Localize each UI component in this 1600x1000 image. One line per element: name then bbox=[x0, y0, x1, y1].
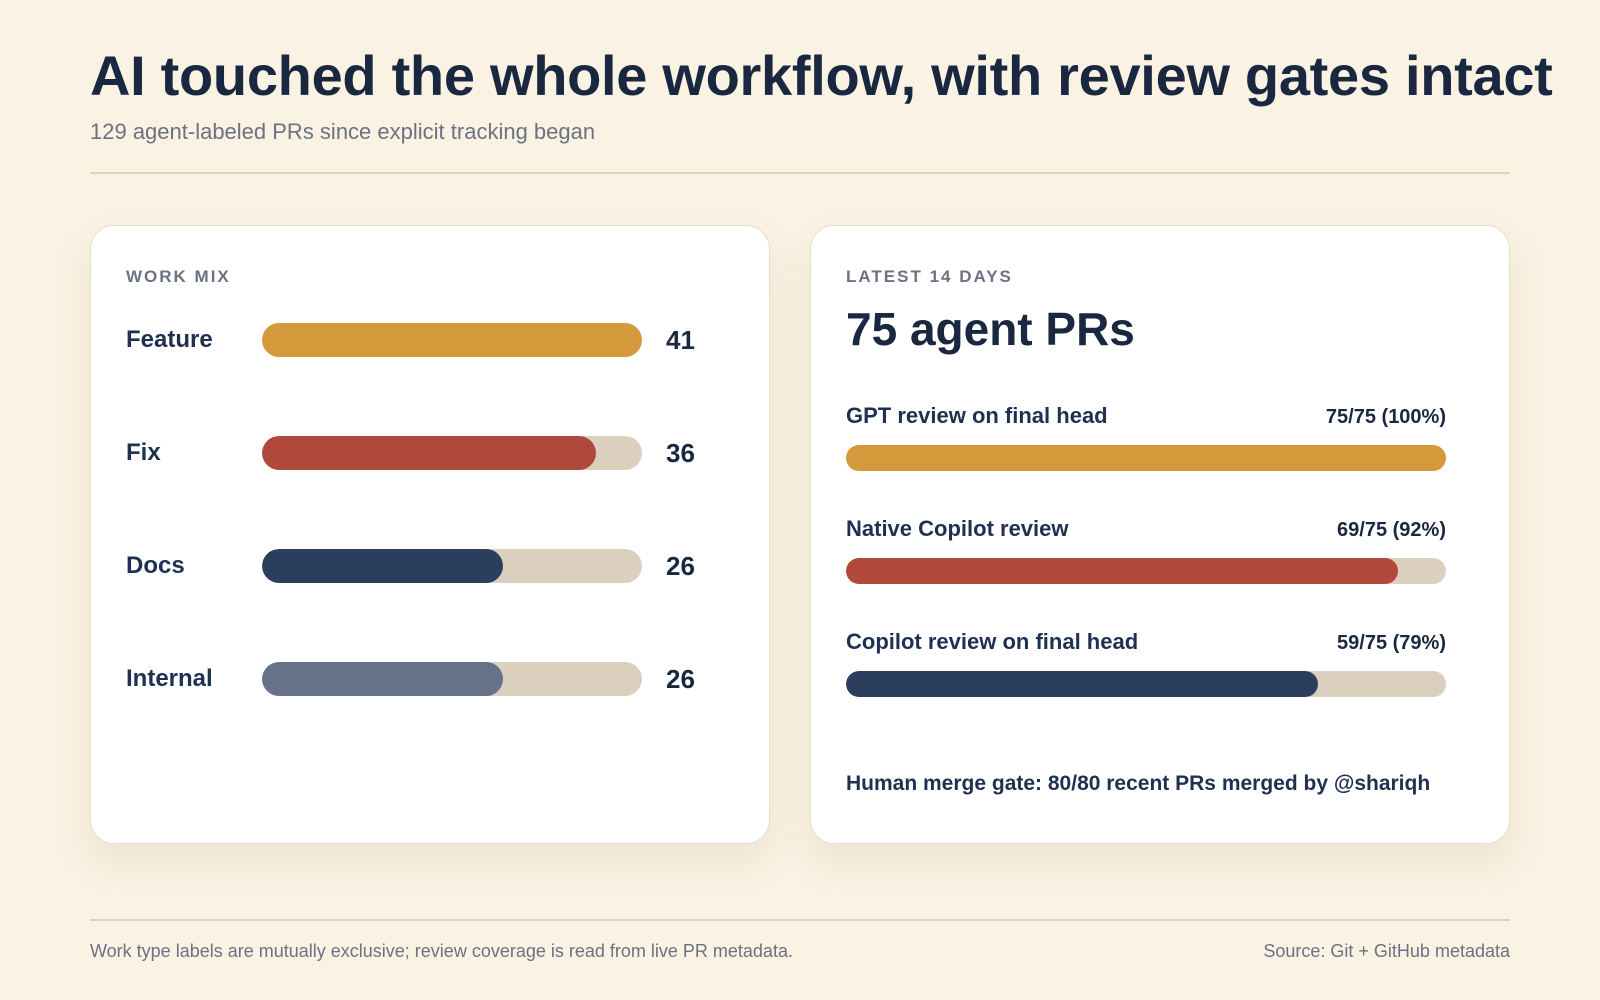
review-coverage-card: LATEST 14 DAYS 75 agent PRs GPT review o… bbox=[810, 225, 1510, 844]
review-value-gpt-final-head: 75/75 (100%) bbox=[1325, 406, 1446, 428]
work-mix-value-feature: 41 bbox=[666, 325, 695, 355]
work-mix-value-fix: 36 bbox=[666, 438, 695, 468]
review-bar-native-copilot bbox=[846, 558, 1398, 584]
work-mix-bar-feature bbox=[262, 323, 642, 357]
source-credit: Source: Git + GitHub metadata bbox=[1263, 941, 1510, 961]
review-label-gpt-final-head: GPT review on final head bbox=[846, 403, 1108, 428]
review-period-label: LATEST 14 DAYS bbox=[846, 267, 1013, 286]
work-mix-track-internal bbox=[262, 662, 642, 696]
work-mix-bar-fix bbox=[262, 436, 596, 470]
work-mix-label-fix: Fix bbox=[126, 439, 161, 466]
review-bar-gpt-final-head bbox=[846, 445, 1446, 471]
work-mix-track-fix bbox=[262, 436, 642, 470]
work-mix-row-fix: Fix 36 bbox=[126, 436, 726, 470]
page-subtitle: 129 agent-labeled PRs since explicit tra… bbox=[90, 119, 596, 144]
work-mix-bar-docs bbox=[262, 549, 503, 583]
review-row-gpt-final-head: GPT review on final head 75/75 (100%) bbox=[846, 403, 1446, 473]
page-title: AI touched the whole workflow, with revi… bbox=[90, 44, 1553, 107]
review-value-native-copilot: 69/75 (92%) bbox=[1337, 519, 1446, 541]
review-row-native-copilot: Native Copilot review 69/75 (92%) bbox=[846, 516, 1446, 586]
work-mix-track-docs bbox=[262, 549, 642, 583]
work-mix-label-internal: Internal bbox=[126, 665, 213, 692]
work-mix-value-internal: 26 bbox=[666, 664, 695, 694]
review-track-native-copilot bbox=[846, 558, 1446, 584]
work-mix-row-feature: Feature 41 bbox=[126, 323, 726, 357]
footer-note: Work type labels are mutually exclusive;… bbox=[90, 941, 793, 961]
merge-gate-note: Human merge gate: 80/80 recent PRs merge… bbox=[846, 772, 1431, 795]
work-mix-bar-internal bbox=[262, 662, 503, 696]
work-mix-label-feature: Feature bbox=[126, 326, 213, 353]
review-row-copilot-final-head: Copilot review on final head 59/75 (79%) bbox=[846, 629, 1446, 699]
review-bar-copilot-final-head bbox=[846, 671, 1318, 697]
footer-divider bbox=[90, 919, 1510, 921]
work-mix-row-internal: Internal 26 bbox=[126, 662, 726, 696]
review-track-gpt-final-head bbox=[846, 445, 1446, 471]
work-mix-value-docs: 26 bbox=[666, 551, 695, 581]
work-mix-card: WORK MIX Feature 41 Fix 36 Docs 26 Internal 26 bbox=[90, 225, 770, 844]
work-mix-title: WORK MIX bbox=[126, 267, 231, 286]
header-divider bbox=[90, 172, 1510, 174]
review-value-copilot-final-head: 59/75 (79%) bbox=[1337, 632, 1446, 654]
work-mix-label-docs: Docs bbox=[126, 552, 185, 579]
work-mix-row-docs: Docs 26 bbox=[126, 549, 726, 583]
review-label-native-copilot: Native Copilot review bbox=[846, 516, 1069, 541]
agent-pr-count: 75 agent PRs bbox=[846, 303, 1135, 355]
review-track-copilot-final-head bbox=[846, 671, 1446, 697]
work-mix-track-feature bbox=[262, 323, 642, 357]
review-label-copilot-final-head: Copilot review on final head bbox=[846, 629, 1139, 654]
